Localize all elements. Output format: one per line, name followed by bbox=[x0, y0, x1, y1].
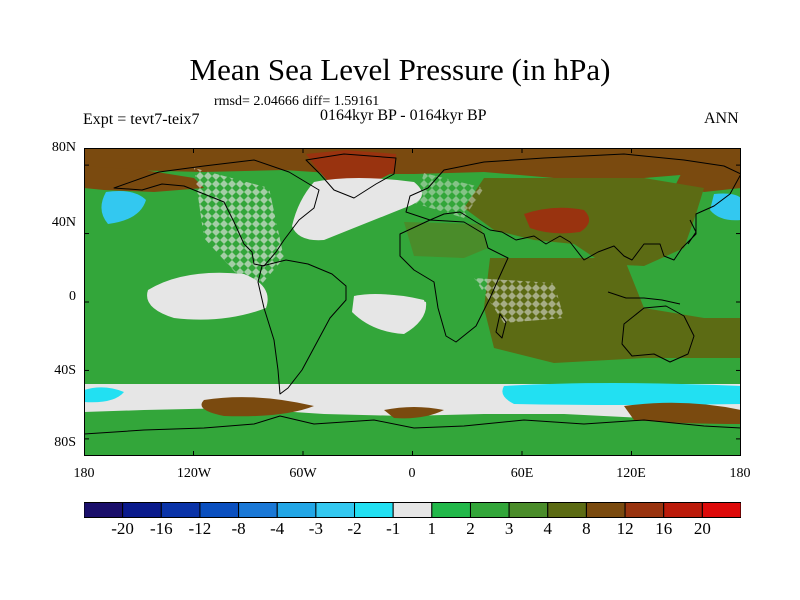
region-south-atlantic-center bbox=[352, 294, 427, 334]
colorbar-label: -12 bbox=[188, 519, 212, 538]
colorbar-box bbox=[199, 502, 240, 518]
lat-tick-label: 0 bbox=[69, 289, 76, 304]
colorbar-label: -2 bbox=[347, 519, 362, 538]
coastline-madagascar bbox=[495, 313, 507, 339]
colorbar-box bbox=[585, 502, 626, 518]
lon-tick-label: 180 bbox=[73, 466, 95, 481]
experiment-label: Expt = tevt7-teix7 bbox=[83, 111, 200, 128]
coastline-japan bbox=[687, 219, 697, 245]
lat-tick-label: 40S bbox=[54, 363, 76, 378]
colorbar-label: -3 bbox=[308, 519, 323, 538]
colorbar-label: 12 bbox=[616, 519, 634, 538]
colorbar-label: 1 bbox=[427, 519, 437, 538]
coastline-australia bbox=[621, 305, 695, 363]
colorbar-box bbox=[238, 502, 278, 518]
colorbar-label: -20 bbox=[111, 519, 134, 538]
region-antarctic-coast bbox=[201, 397, 741, 424]
colorbar-label: -16 bbox=[149, 519, 173, 538]
colorbar-box bbox=[160, 502, 201, 518]
colorbar-box bbox=[315, 502, 356, 518]
lon-tick-label: 180 bbox=[729, 466, 751, 481]
coastline-antarctica bbox=[84, 415, 741, 435]
lat-tick-label: 40N bbox=[51, 215, 76, 230]
colorbar-box bbox=[701, 502, 741, 518]
colorbar-label: 2 bbox=[466, 519, 475, 538]
colorbar-box bbox=[84, 502, 124, 518]
map-title: Mean Sea Level Pressure (in hPa) bbox=[189, 52, 611, 87]
season-label: ANN bbox=[704, 110, 739, 127]
lat-tick-label: 80S bbox=[54, 435, 76, 450]
colorbar-label: 20 bbox=[693, 519, 711, 538]
colorbar-label: 3 bbox=[504, 519, 514, 538]
region-arctic bbox=[84, 148, 741, 178]
colorbar-box bbox=[392, 502, 433, 518]
period-label: 0164kyr BP - 0164kyr BP bbox=[320, 107, 487, 124]
coastline-south-america bbox=[257, 259, 347, 395]
region-north-africa bbox=[404, 222, 488, 258]
coastlines bbox=[84, 153, 741, 435]
colorbar-box bbox=[547, 502, 587, 518]
lat-tick-label: 80N bbox=[51, 140, 76, 155]
colorbar-label: -4 bbox=[270, 519, 285, 538]
lon-tick-label: 120E bbox=[616, 466, 646, 481]
colorbar-box bbox=[122, 502, 162, 518]
colorbar bbox=[84, 502, 741, 518]
region-north-pacific-high-latitudes bbox=[84, 166, 741, 192]
coastline-eurasia bbox=[405, 153, 741, 261]
coastline-indonesia bbox=[607, 291, 681, 305]
pressure-anomaly-map bbox=[84, 148, 741, 456]
colorbar-box bbox=[624, 502, 665, 518]
colorbar-box bbox=[508, 502, 549, 518]
lon-tick-label: 120W bbox=[176, 466, 212, 481]
colorbar-box bbox=[469, 502, 510, 518]
coastline-africa bbox=[399, 219, 509, 343]
hatch-patch bbox=[474, 278, 564, 323]
colorbar-label: 4 bbox=[543, 519, 553, 538]
lon-tick-label: 0 bbox=[408, 466, 416, 481]
region-tibetan-plateau bbox=[524, 207, 590, 234]
coastline-greenland bbox=[305, 153, 397, 199]
lon-tick-label: 60W bbox=[289, 466, 317, 481]
colorbar-box bbox=[431, 502, 471, 518]
colorbar-box bbox=[354, 502, 394, 518]
region-southern-ocean-patch bbox=[84, 383, 741, 405]
colorbar-label: -1 bbox=[386, 519, 401, 538]
region-north-atlantic-center bbox=[292, 178, 422, 241]
colorbar-label: 16 bbox=[655, 519, 673, 538]
stats-line: rmsd= 2.04666 diff= 1.59161 bbox=[214, 94, 380, 109]
region-tropical-east-pacific bbox=[147, 272, 268, 320]
colorbar-label: -8 bbox=[231, 519, 246, 538]
colorbar-box bbox=[276, 502, 317, 518]
colorbar-label: 8 bbox=[582, 519, 591, 538]
region-antarctica-interior bbox=[84, 424, 741, 456]
lon-tick-label: 60E bbox=[510, 466, 534, 481]
colorbar-box bbox=[663, 502, 703, 518]
